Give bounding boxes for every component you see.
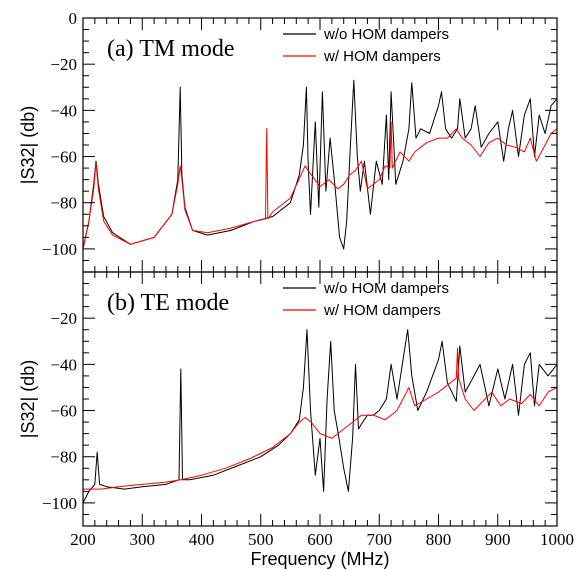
x-tick-label: 400 <box>189 530 215 549</box>
y-tick-label: 0 <box>69 9 78 28</box>
x-axis-label: Frequency (MHz) <box>250 549 389 569</box>
y-axis-label: |S32| (db) <box>18 106 38 184</box>
x-tick-label: 800 <box>426 530 452 549</box>
y-tick-label: −100 <box>42 494 77 513</box>
x-tick-label: 1000 <box>540 530 574 549</box>
y-tick-label: −40 <box>50 355 77 374</box>
x-tick-label: 600 <box>307 530 333 549</box>
y-tick-label: −20 <box>50 309 77 328</box>
legend-label-with-dampers: w/ HOM dampers <box>323 48 441 65</box>
y-tick-label: −100 <box>42 240 77 259</box>
panel-tm-mode: −100 −80 −60 −40 −20 0 (a) TM mode |S32| (db) w/… <box>18 9 558 273</box>
x-tick-label: 300 <box>130 530 156 549</box>
legend-label-without-dampers: w/o HOM dampers <box>323 280 449 297</box>
series-line-with-dampers <box>82 121 558 250</box>
y-tick-label: −60 <box>50 402 77 421</box>
panel-title: (a) TM mode <box>107 36 235 62</box>
series-line-without-dampers <box>82 79 558 250</box>
series-line-with-dampers <box>83 347 558 490</box>
y-tick-label: −20 <box>50 55 77 74</box>
x-tick-label: 200 <box>70 530 96 549</box>
y-tick-label: −40 <box>50 101 77 120</box>
legend-label-without-dampers: w/o HOM dampers <box>323 26 449 43</box>
panel-te-mode: −100 −80 −60 −40 −20 200 300 400 500 600 700 800 900… <box>18 271 574 549</box>
y-tick-label: −60 <box>50 148 77 167</box>
x-tick-label: 500 <box>248 530 274 549</box>
x-tick-label: 700 <box>367 530 393 549</box>
series-line-without-dampers <box>82 329 558 504</box>
y-tick-label: −80 <box>50 194 77 213</box>
y-axis-label: |S32| (db) <box>18 360 38 438</box>
panel-title: (b) TE mode <box>107 290 229 316</box>
y-tick-label: −80 <box>50 448 77 467</box>
x-tick-label: 900 <box>485 530 511 549</box>
legend-label-with-dampers: w/ HOM dampers <box>323 302 441 319</box>
